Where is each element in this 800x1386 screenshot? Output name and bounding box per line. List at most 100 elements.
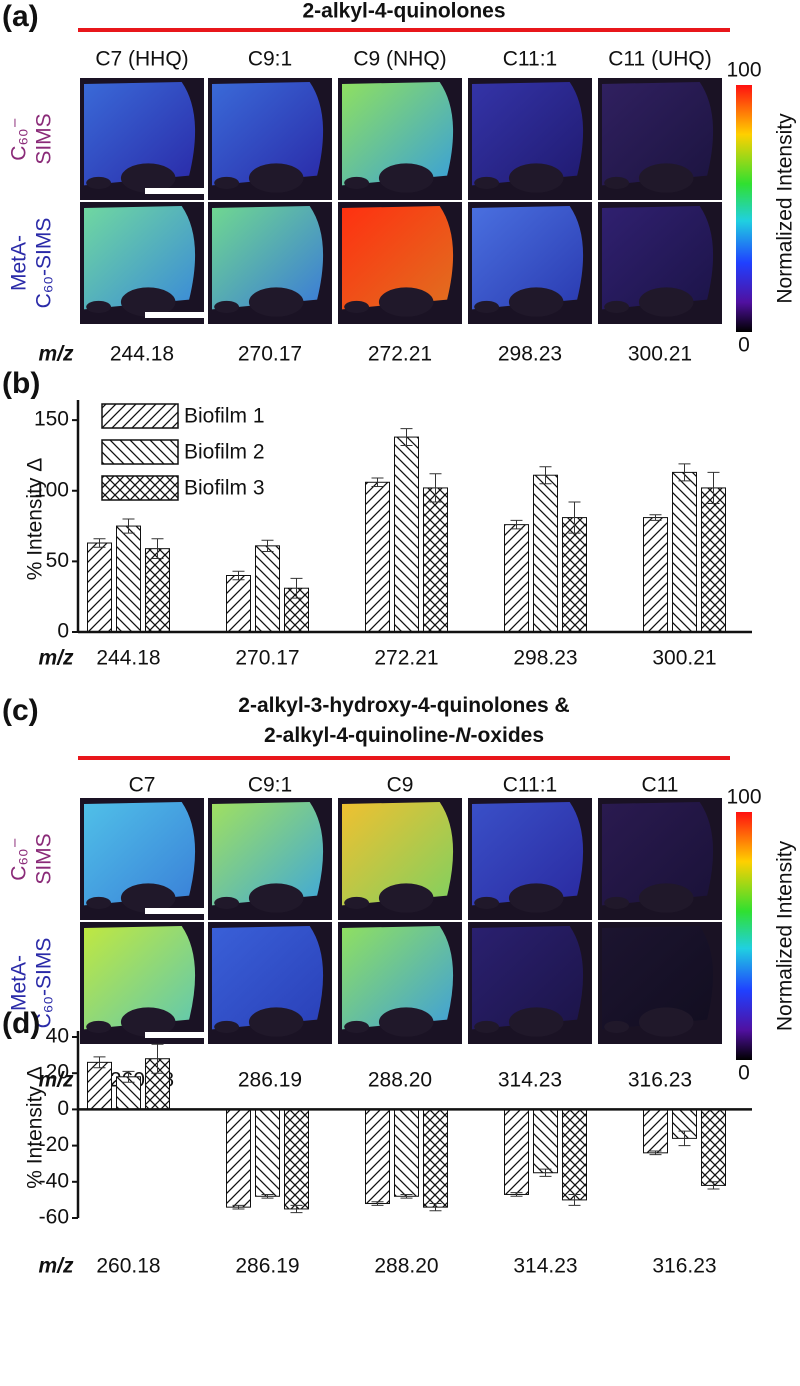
mz-value: 316.23 [628,1069,692,1092]
error-bar [122,1070,135,1083]
mz-value: 272.21 [368,343,432,366]
x-tick-label: 260.18 [96,1255,160,1278]
bar [504,1108,529,1195]
error-bar [400,1193,413,1199]
error-bar [232,570,245,581]
colorbar [736,85,752,332]
tissue-image [602,802,714,906]
column-header: C7 (HHQ) [95,48,188,71]
tissue-hole [214,176,240,190]
tissue-image [212,82,324,186]
tissue-hole [248,1007,304,1037]
panel-title: 2-alkyl-3-hydroxy-4-quinolones & [238,694,569,717]
error-bar [649,1150,662,1156]
tissue-hole [248,883,304,913]
tissue-hole [344,176,369,190]
bar [87,542,112,633]
error-bar [539,466,552,485]
panel-title: 2-alkyl-4-quinoline-N-oxides [264,724,544,747]
row-label: SIMS [33,833,56,884]
mz-value: 300.21 [628,343,692,366]
x-tick-label: 286.19 [235,1255,299,1278]
mz-value: 298.23 [498,343,562,366]
tissue-image [84,926,196,1030]
bar [87,1061,112,1110]
tissue-image [342,802,454,906]
error-bar [568,1193,581,1206]
y-tick-label: 100 [34,478,69,501]
tissue-image [602,926,714,1030]
tissue-image [84,802,196,906]
x-tick-label: 316.23 [652,1255,716,1278]
bar [226,1108,251,1208]
error-bar [400,428,413,447]
y-tick-label: -40 [39,1169,69,1192]
row-label: MetA- [8,235,31,291]
error-bar [290,577,303,599]
error-bar [678,463,691,482]
colorbar-title: Normalized Intensity [774,113,797,304]
error-bar [93,538,106,548]
panel-label: (b) [2,367,40,400]
panel-label: (d) [2,1007,40,1040]
error-bar [568,501,581,534]
colorbar [736,812,752,1060]
tissue-image [342,82,454,186]
column-header: C9:1 [248,48,292,71]
bar [643,517,668,633]
error-bar [707,1181,720,1190]
tissue-hole [86,176,111,190]
error-bar [232,1204,245,1210]
column-header: C9:1 [248,774,292,797]
tissue-hole [378,883,434,913]
tissue-hole [120,1007,176,1037]
bar [255,1108,280,1197]
scale-bar [145,188,205,194]
legend-label: Biofilm 2 [184,441,265,464]
tissue-image [342,926,454,1030]
tissue-hole [214,1020,240,1034]
column-header: C11:1 [503,774,557,797]
tissue-hole [508,1007,564,1037]
row-label: C₆₀-SIMS [33,218,56,309]
panel-label: (c) [2,694,39,727]
tissue-hole [344,1020,369,1034]
tissue-hole [86,896,111,910]
tissue-hole [378,287,434,317]
tissue-hole [508,287,564,317]
tissue-image [472,82,584,186]
tissue-hole [120,163,176,193]
bar [226,575,251,633]
bar [562,1108,587,1201]
title-part: N [455,724,471,747]
bar [562,517,587,633]
scale-bar [145,1032,205,1038]
mz-value: 286.19 [238,1069,302,1092]
bar [145,548,170,633]
tissue-image [212,926,324,1030]
tissue-hole [604,896,629,910]
tissue-hole [214,300,240,314]
tissue-image [602,206,714,310]
tissue-hole [86,1020,111,1034]
bar [701,1108,726,1186]
legend-swatch [101,439,179,465]
x-axis-label: m/z [38,1255,74,1278]
y-tick-label: 0 [57,620,69,643]
bar [533,1108,558,1174]
bar [533,474,558,633]
tissue-hole [508,883,564,913]
y-tick-label: 50 [46,549,69,572]
bar [365,1108,390,1205]
tissue-hole [638,1007,694,1037]
panel-label: (a) [2,0,39,33]
y-tick-label: -20 [39,1133,69,1156]
error-bar [93,1056,106,1069]
tissue-hole [378,1007,434,1037]
error-bar [290,1204,303,1214]
error-bar [151,1043,164,1074]
tissue-hole [474,176,499,190]
error-bar [429,473,442,503]
x-axis-label: m/z [38,647,74,670]
bar [284,1108,309,1210]
